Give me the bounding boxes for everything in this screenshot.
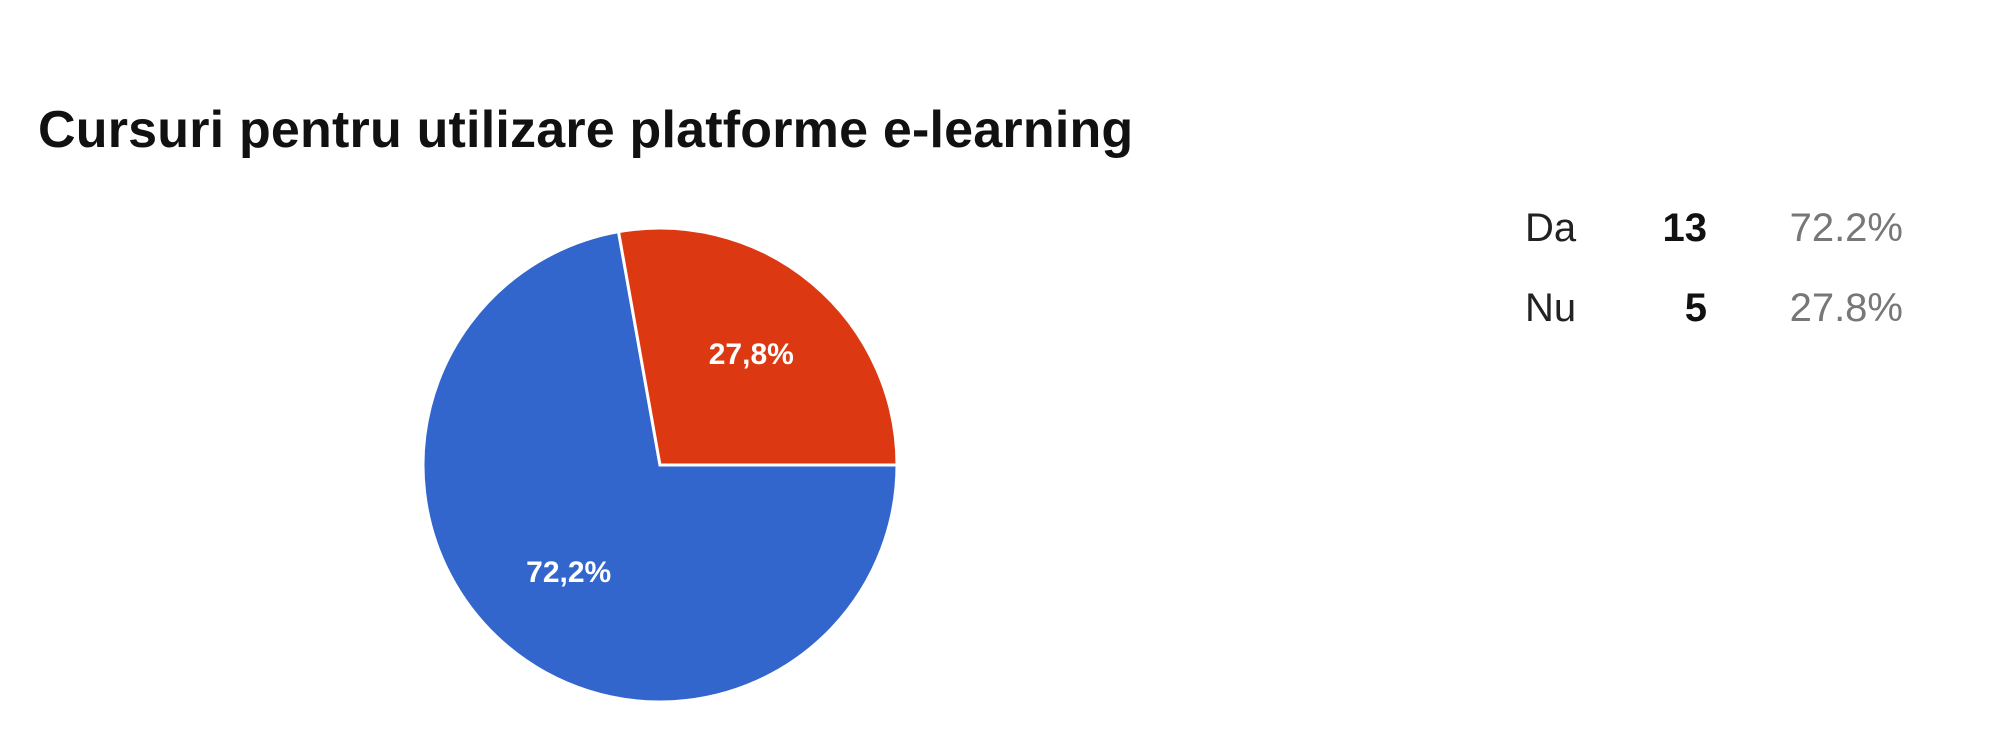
legend-row-da: Da 13 72.2% [1525, 188, 1903, 268]
slice-label-nu: 27,8% [709, 338, 794, 371]
legend-row-nu: Nu 5 27.8% [1525, 268, 1903, 348]
legend-name-nu: Nu [1525, 285, 1577, 330]
chart-title: Cursuri pentru utilizare platforme e-lea… [38, 101, 1134, 159]
legend-table: Da 13 72.2% Nu 5 27.8% [1525, 188, 1903, 348]
legend-count-da: 13 [1662, 205, 1708, 250]
legend-percent-da: 72.2% [1789, 205, 1903, 250]
legend-percent-nu: 27.8% [1789, 285, 1903, 330]
legend-count-nu: 5 [1684, 285, 1707, 330]
pie-slice-nu [616, 226, 899, 467]
slice-label-da: 72,2% [526, 556, 611, 589]
pie-slice-da [421, 229, 899, 704]
legend-name-da: Da [1525, 205, 1577, 250]
